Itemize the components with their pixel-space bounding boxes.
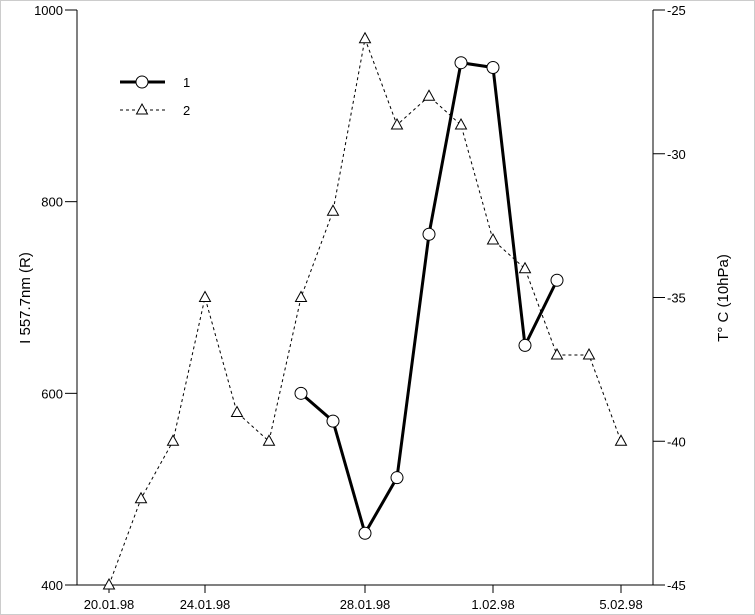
data-point — [518, 338, 532, 352]
data-point — [518, 261, 532, 274]
y2-axis-label: T° C (10hPa) — [715, 254, 732, 342]
data-point — [550, 273, 564, 287]
y-tick-label: 800 — [41, 195, 63, 210]
data-point — [230, 405, 244, 417]
x-tick-label: 28.01.98 — [340, 597, 391, 612]
data-point — [582, 347, 596, 360]
legend-label: 2 — [183, 103, 190, 118]
data-point — [326, 204, 340, 216]
data-point — [614, 434, 628, 446]
data-point — [454, 117, 468, 130]
data-point — [390, 117, 404, 130]
x-tick-label: 20.01.98 — [84, 597, 135, 612]
data-point — [102, 577, 116, 590]
y-axis-label: I 557.7nm (R) — [17, 252, 34, 344]
x-tick-label: 24.01.98 — [180, 597, 231, 612]
y-tick-label: 600 — [41, 386, 63, 401]
y2-tick-label: -45 — [667, 578, 686, 593]
data-point — [326, 414, 340, 428]
data-point — [358, 526, 372, 540]
y2-tick-label: -35 — [667, 291, 686, 306]
y2-tick-label: -30 — [667, 147, 686, 162]
data-point — [134, 491, 148, 504]
y-tick-label: 400 — [41, 578, 63, 593]
x-tick-label: 1.02.98 — [471, 597, 514, 612]
data-point — [390, 471, 404, 485]
data-point — [550, 347, 564, 360]
data-point — [454, 56, 468, 70]
data-point — [262, 434, 276, 446]
data-point — [198, 290, 212, 302]
legend-marker — [135, 102, 149, 115]
x-tick-label: 5.02.98 — [599, 597, 642, 612]
data-point — [294, 386, 308, 400]
y2-tick-label: -25 — [667, 3, 686, 18]
data-point — [422, 89, 436, 101]
data-point — [486, 61, 500, 74]
data-point — [422, 227, 436, 241]
data-point — [166, 434, 180, 446]
legend-label: 1 — [183, 75, 190, 90]
data-point — [486, 232, 500, 245]
legend-marker — [135, 75, 149, 89]
y2-tick-label: -40 — [667, 434, 686, 449]
data-point — [358, 31, 372, 44]
data-point — [294, 290, 308, 302]
y-tick-label: 1000 — [34, 3, 63, 18]
